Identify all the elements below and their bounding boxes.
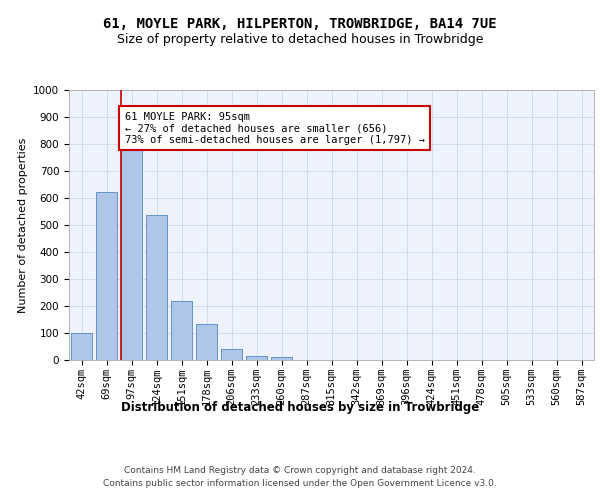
Text: Distribution of detached houses by size in Trowbridge: Distribution of detached houses by size … xyxy=(121,401,479,414)
Text: 61 MOYLE PARK: 95sqm
← 27% of detached houses are smaller (656)
73% of semi-deta: 61 MOYLE PARK: 95sqm ← 27% of detached h… xyxy=(125,112,425,145)
Text: Size of property relative to detached houses in Trowbridge: Size of property relative to detached ho… xyxy=(117,32,483,46)
Bar xyxy=(171,300,192,360)
Y-axis label: Number of detached properties: Number of detached properties xyxy=(17,138,28,312)
Bar xyxy=(246,356,267,360)
Bar xyxy=(271,358,292,360)
Bar xyxy=(196,324,217,360)
Text: Contains HM Land Registry data © Crown copyright and database right 2024.
Contai: Contains HM Land Registry data © Crown c… xyxy=(103,466,497,487)
Bar xyxy=(121,146,142,360)
Bar xyxy=(71,333,92,360)
Bar xyxy=(96,192,117,360)
Bar xyxy=(221,348,242,360)
Text: 61, MOYLE PARK, HILPERTON, TROWBRIDGE, BA14 7UE: 61, MOYLE PARK, HILPERTON, TROWBRIDGE, B… xyxy=(103,18,497,32)
Bar xyxy=(146,214,167,360)
